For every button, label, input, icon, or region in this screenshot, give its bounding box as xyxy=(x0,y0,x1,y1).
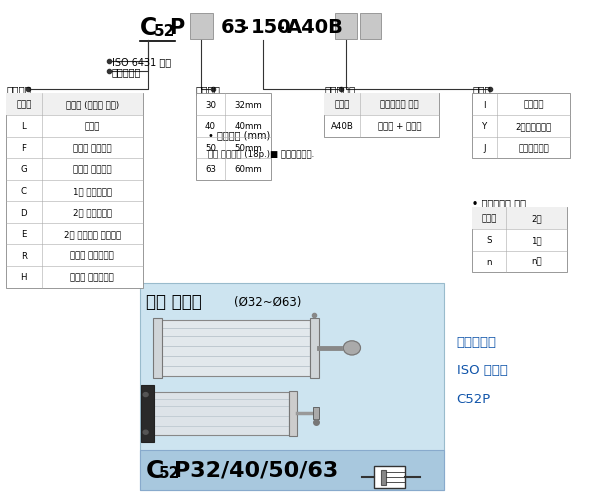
Bar xyxy=(381,470,386,485)
Text: 무기호: 무기호 xyxy=(482,214,497,223)
Bar xyxy=(360,14,381,40)
Text: 오토스위치: 오토스위치 xyxy=(324,85,356,95)
Bar xyxy=(335,14,357,40)
Text: P: P xyxy=(170,18,185,38)
Text: • 스트로크 (mm): • 스트로크 (mm) xyxy=(208,130,271,140)
Text: D: D xyxy=(21,208,27,217)
Text: ISO 실린더: ISO 실린더 xyxy=(457,364,507,377)
Text: H: H xyxy=(21,273,27,282)
Text: 부속물: 부속물 xyxy=(472,85,491,95)
Circle shape xyxy=(143,393,148,397)
Text: P32/40/50/63: P32/40/50/63 xyxy=(174,460,338,480)
Text: 신영제어기: 신영제어기 xyxy=(457,335,496,348)
Text: J: J xyxy=(483,144,486,152)
Bar xyxy=(472,94,570,159)
Text: ISO 6431 규격: ISO 6431 규격 xyxy=(112,57,171,67)
Text: E: E xyxy=(21,230,26,238)
Text: 40mm: 40mm xyxy=(234,122,262,131)
Text: S: S xyxy=(487,236,492,244)
Text: 63: 63 xyxy=(205,165,216,174)
Circle shape xyxy=(343,341,360,355)
Text: 40: 40 xyxy=(205,122,216,131)
Text: 50: 50 xyxy=(205,144,216,152)
Text: 30: 30 xyxy=(205,101,216,109)
Text: 푸트형: 푸트형 xyxy=(84,122,100,131)
Text: 무기호: 무기호 xyxy=(334,101,350,109)
Text: R: R xyxy=(21,252,27,260)
Bar xyxy=(141,385,154,442)
Text: C: C xyxy=(21,187,27,195)
Text: C: C xyxy=(140,16,157,40)
Bar xyxy=(6,94,143,116)
Text: 2산너클조인트: 2산너클조인트 xyxy=(515,122,552,131)
Text: 150: 150 xyxy=(251,18,291,37)
Text: 표준 스트로크 (18p.)■ 참조하십시오.: 표준 스트로크 (18p.)■ 참조하십시오. xyxy=(208,150,315,159)
Bar xyxy=(324,94,439,137)
Text: C52P: C52P xyxy=(457,393,491,406)
Bar xyxy=(310,318,319,378)
Bar xyxy=(289,391,297,436)
Text: 1산 클레비스형: 1산 클레비스형 xyxy=(73,187,111,195)
Bar xyxy=(472,208,567,229)
Bar xyxy=(160,321,310,376)
Text: C: C xyxy=(146,458,164,482)
Text: 1개: 1개 xyxy=(531,236,542,244)
Text: 32mm: 32mm xyxy=(234,101,262,109)
Bar xyxy=(374,466,405,488)
Text: 60mm: 60mm xyxy=(234,165,262,174)
Bar xyxy=(324,94,439,116)
Text: 프로파일형: 프로파일형 xyxy=(112,67,141,77)
Text: 52: 52 xyxy=(159,465,181,480)
Text: I: I xyxy=(483,101,486,109)
Text: -: - xyxy=(241,18,248,37)
Text: 오토스위치 없음: 오토스위치 없음 xyxy=(380,101,419,109)
Bar xyxy=(153,318,162,378)
Text: 로드엔드: 로드엔드 xyxy=(523,101,544,109)
Bar xyxy=(472,208,567,273)
Text: 헤드측 플랜지형: 헤드측 플랜지형 xyxy=(73,165,111,174)
Bar xyxy=(6,94,143,288)
Text: G: G xyxy=(20,165,28,174)
Text: (Ø32~Ø63): (Ø32~Ø63) xyxy=(234,296,302,309)
Text: Y: Y xyxy=(482,122,487,131)
Bar xyxy=(152,392,289,435)
Text: 중형 실린더: 중형 실린더 xyxy=(146,292,201,310)
Text: 63: 63 xyxy=(220,18,247,37)
Text: 헤드측 트러니언형: 헤드측 트러니언형 xyxy=(70,273,114,282)
Text: L: L xyxy=(21,122,26,131)
Bar xyxy=(196,94,271,180)
Text: n: n xyxy=(487,258,492,266)
Text: A40B: A40B xyxy=(330,122,354,131)
Text: 기본형 (브라켓 없음): 기본형 (브라켓 없음) xyxy=(65,101,119,109)
Text: 플로팅조인트: 플로팅조인트 xyxy=(518,144,549,152)
Bar xyxy=(140,450,444,490)
Text: 튜브내경: 튜브내경 xyxy=(196,85,221,95)
Text: 2산 클레비스형: 2산 클레비스형 xyxy=(73,208,111,217)
Text: F: F xyxy=(21,144,26,152)
Text: -: - xyxy=(277,18,285,37)
Bar xyxy=(313,408,319,420)
Text: 50mm: 50mm xyxy=(234,144,262,152)
Text: A40B: A40B xyxy=(286,18,343,37)
Bar xyxy=(140,284,444,490)
Text: 무기호: 무기호 xyxy=(16,101,32,109)
Text: 로드측 플랜지형: 로드측 플랜지형 xyxy=(73,144,111,152)
Text: 지지형식: 지지형식 xyxy=(6,85,31,95)
Text: 로드측 트러니언형: 로드측 트러니언형 xyxy=(70,252,114,260)
Text: n개: n개 xyxy=(531,258,542,266)
Bar xyxy=(190,14,213,40)
Text: 2개: 2개 xyxy=(531,214,542,223)
Circle shape xyxy=(143,430,148,434)
Text: 스위치 + 어댓터: 스위치 + 어댓터 xyxy=(378,122,422,131)
Text: • 오토스위치 수량: • 오토스위치 수량 xyxy=(472,198,526,208)
Text: 2산 클레비스 브라켓형: 2산 클레비스 브라켓형 xyxy=(64,230,121,238)
Text: 52: 52 xyxy=(154,24,176,39)
